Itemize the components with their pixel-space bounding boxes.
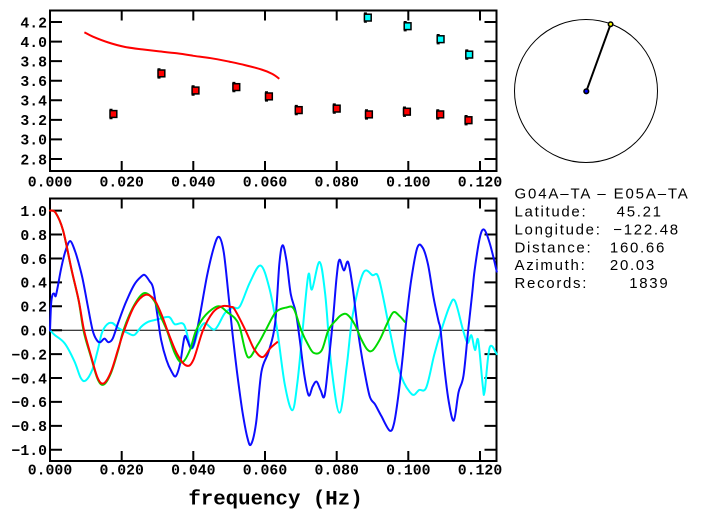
svg-text:−0.4: −0.4 [11,372,47,388]
svg-text:Records: 1839: Records: 1839 [515,275,670,292]
svg-text:−1.0: −1.0 [11,444,47,460]
svg-text:0.080: 0.080 [314,175,359,191]
svg-text:−0.6: −0.6 [11,396,47,412]
svg-text:−0.8: −0.8 [11,420,47,436]
svg-text:−0.2: −0.2 [11,348,47,364]
svg-text:0.100: 0.100 [386,175,431,191]
svg-text:1.0: 1.0 [20,205,47,221]
svg-text:0.020: 0.020 [99,175,144,191]
svg-text:3.0: 3.0 [20,134,47,150]
svg-text:G04A–TA – E05A–TA: G04A–TA – E05A–TA [515,186,690,203]
svg-text:0.000: 0.000 [28,175,73,191]
svg-text:0.060: 0.060 [243,175,288,191]
svg-text:0.2: 0.2 [20,301,47,317]
svg-text:3.6: 3.6 [20,75,47,91]
svg-text:0.120: 0.120 [458,464,503,480]
svg-text:Longitude: −122.48: Longitude: −122.48 [515,221,680,238]
svg-text:4.2: 4.2 [20,16,47,32]
svg-text:0.0: 0.0 [20,325,47,341]
svg-text:0.040: 0.040 [171,464,216,480]
svg-text:0.6: 0.6 [20,253,47,269]
svg-text:0.100: 0.100 [386,464,431,480]
svg-text:Latitude: 45.21: Latitude: 45.21 [515,204,663,221]
svg-text:0.000: 0.000 [28,464,73,480]
svg-text:0.080: 0.080 [314,464,359,480]
svg-text:0.120: 0.120 [458,175,503,191]
svg-text:3.4: 3.4 [20,95,47,111]
svg-text:4.0: 4.0 [20,36,47,52]
svg-text:0.040: 0.040 [171,175,216,191]
svg-text:0.060: 0.060 [243,464,288,480]
svg-text:0.020: 0.020 [99,464,144,480]
svg-text:Distance: 160.66: Distance: 160.66 [515,239,667,256]
svg-text:0.8: 0.8 [20,229,47,245]
svg-text:0.4: 0.4 [20,277,47,293]
svg-text:frequency (Hz): frequency (Hz) [188,489,362,512]
svg-text:Azimuth: 20.03: Azimuth: 20.03 [515,257,656,274]
svg-text:3.8: 3.8 [20,55,47,71]
svg-text:2.8: 2.8 [20,153,47,169]
svg-text:3.2: 3.2 [20,114,47,130]
